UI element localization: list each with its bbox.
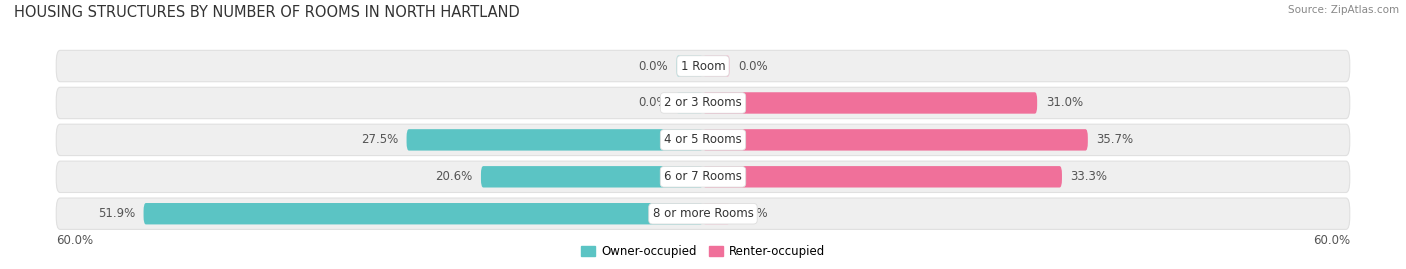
FancyBboxPatch shape bbox=[703, 166, 1062, 187]
FancyBboxPatch shape bbox=[481, 166, 703, 187]
Text: 60.0%: 60.0% bbox=[56, 234, 93, 247]
FancyBboxPatch shape bbox=[56, 161, 1350, 193]
FancyBboxPatch shape bbox=[56, 87, 1350, 119]
FancyBboxPatch shape bbox=[703, 55, 730, 77]
Text: 51.9%: 51.9% bbox=[97, 207, 135, 220]
Text: Source: ZipAtlas.com: Source: ZipAtlas.com bbox=[1288, 5, 1399, 15]
Text: HOUSING STRUCTURES BY NUMBER OF ROOMS IN NORTH HARTLAND: HOUSING STRUCTURES BY NUMBER OF ROOMS IN… bbox=[14, 5, 520, 20]
FancyBboxPatch shape bbox=[143, 203, 703, 224]
Text: 6 or 7 Rooms: 6 or 7 Rooms bbox=[664, 170, 742, 183]
FancyBboxPatch shape bbox=[676, 55, 703, 77]
Text: 27.5%: 27.5% bbox=[361, 133, 398, 146]
Text: 31.0%: 31.0% bbox=[1046, 97, 1083, 109]
FancyBboxPatch shape bbox=[703, 129, 1088, 151]
Text: 8 or more Rooms: 8 or more Rooms bbox=[652, 207, 754, 220]
FancyBboxPatch shape bbox=[703, 92, 1038, 114]
Text: 4 or 5 Rooms: 4 or 5 Rooms bbox=[664, 133, 742, 146]
Text: 20.6%: 20.6% bbox=[434, 170, 472, 183]
Text: 0.0%: 0.0% bbox=[638, 97, 668, 109]
Text: 0.0%: 0.0% bbox=[738, 207, 768, 220]
FancyBboxPatch shape bbox=[56, 124, 1350, 155]
Text: 2 or 3 Rooms: 2 or 3 Rooms bbox=[664, 97, 742, 109]
Text: 0.0%: 0.0% bbox=[638, 59, 668, 73]
Text: 33.3%: 33.3% bbox=[1070, 170, 1108, 183]
Text: 60.0%: 60.0% bbox=[1313, 234, 1350, 247]
Text: 1 Room: 1 Room bbox=[681, 59, 725, 73]
FancyBboxPatch shape bbox=[676, 92, 703, 114]
FancyBboxPatch shape bbox=[56, 50, 1350, 82]
FancyBboxPatch shape bbox=[703, 203, 730, 224]
Legend: Owner-occupied, Renter-occupied: Owner-occupied, Renter-occupied bbox=[576, 241, 830, 263]
Text: 0.0%: 0.0% bbox=[738, 59, 768, 73]
Text: 35.7%: 35.7% bbox=[1097, 133, 1133, 146]
FancyBboxPatch shape bbox=[406, 129, 703, 151]
FancyBboxPatch shape bbox=[56, 198, 1350, 229]
